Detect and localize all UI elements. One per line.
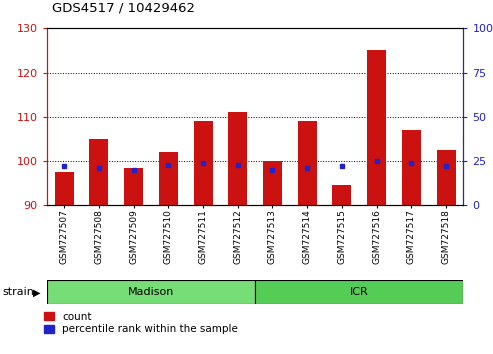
Legend: count, percentile rank within the sample: count, percentile rank within the sample — [42, 310, 240, 336]
Bar — [367, 51, 386, 205]
Bar — [194, 121, 212, 205]
Text: Madison: Madison — [128, 287, 174, 297]
Bar — [55, 172, 74, 205]
Text: ▶: ▶ — [33, 287, 40, 297]
Bar — [332, 185, 352, 205]
Bar — [298, 121, 317, 205]
Text: GDS4517 / 10429462: GDS4517 / 10429462 — [52, 1, 195, 14]
FancyBboxPatch shape — [47, 280, 255, 304]
Bar — [402, 130, 421, 205]
Bar — [89, 139, 108, 205]
Bar — [159, 152, 178, 205]
Text: ICR: ICR — [350, 287, 369, 297]
Bar — [436, 150, 456, 205]
Bar — [124, 168, 143, 205]
FancyBboxPatch shape — [255, 280, 463, 304]
Bar — [228, 113, 247, 205]
Bar — [263, 161, 282, 205]
Text: strain: strain — [2, 287, 35, 297]
